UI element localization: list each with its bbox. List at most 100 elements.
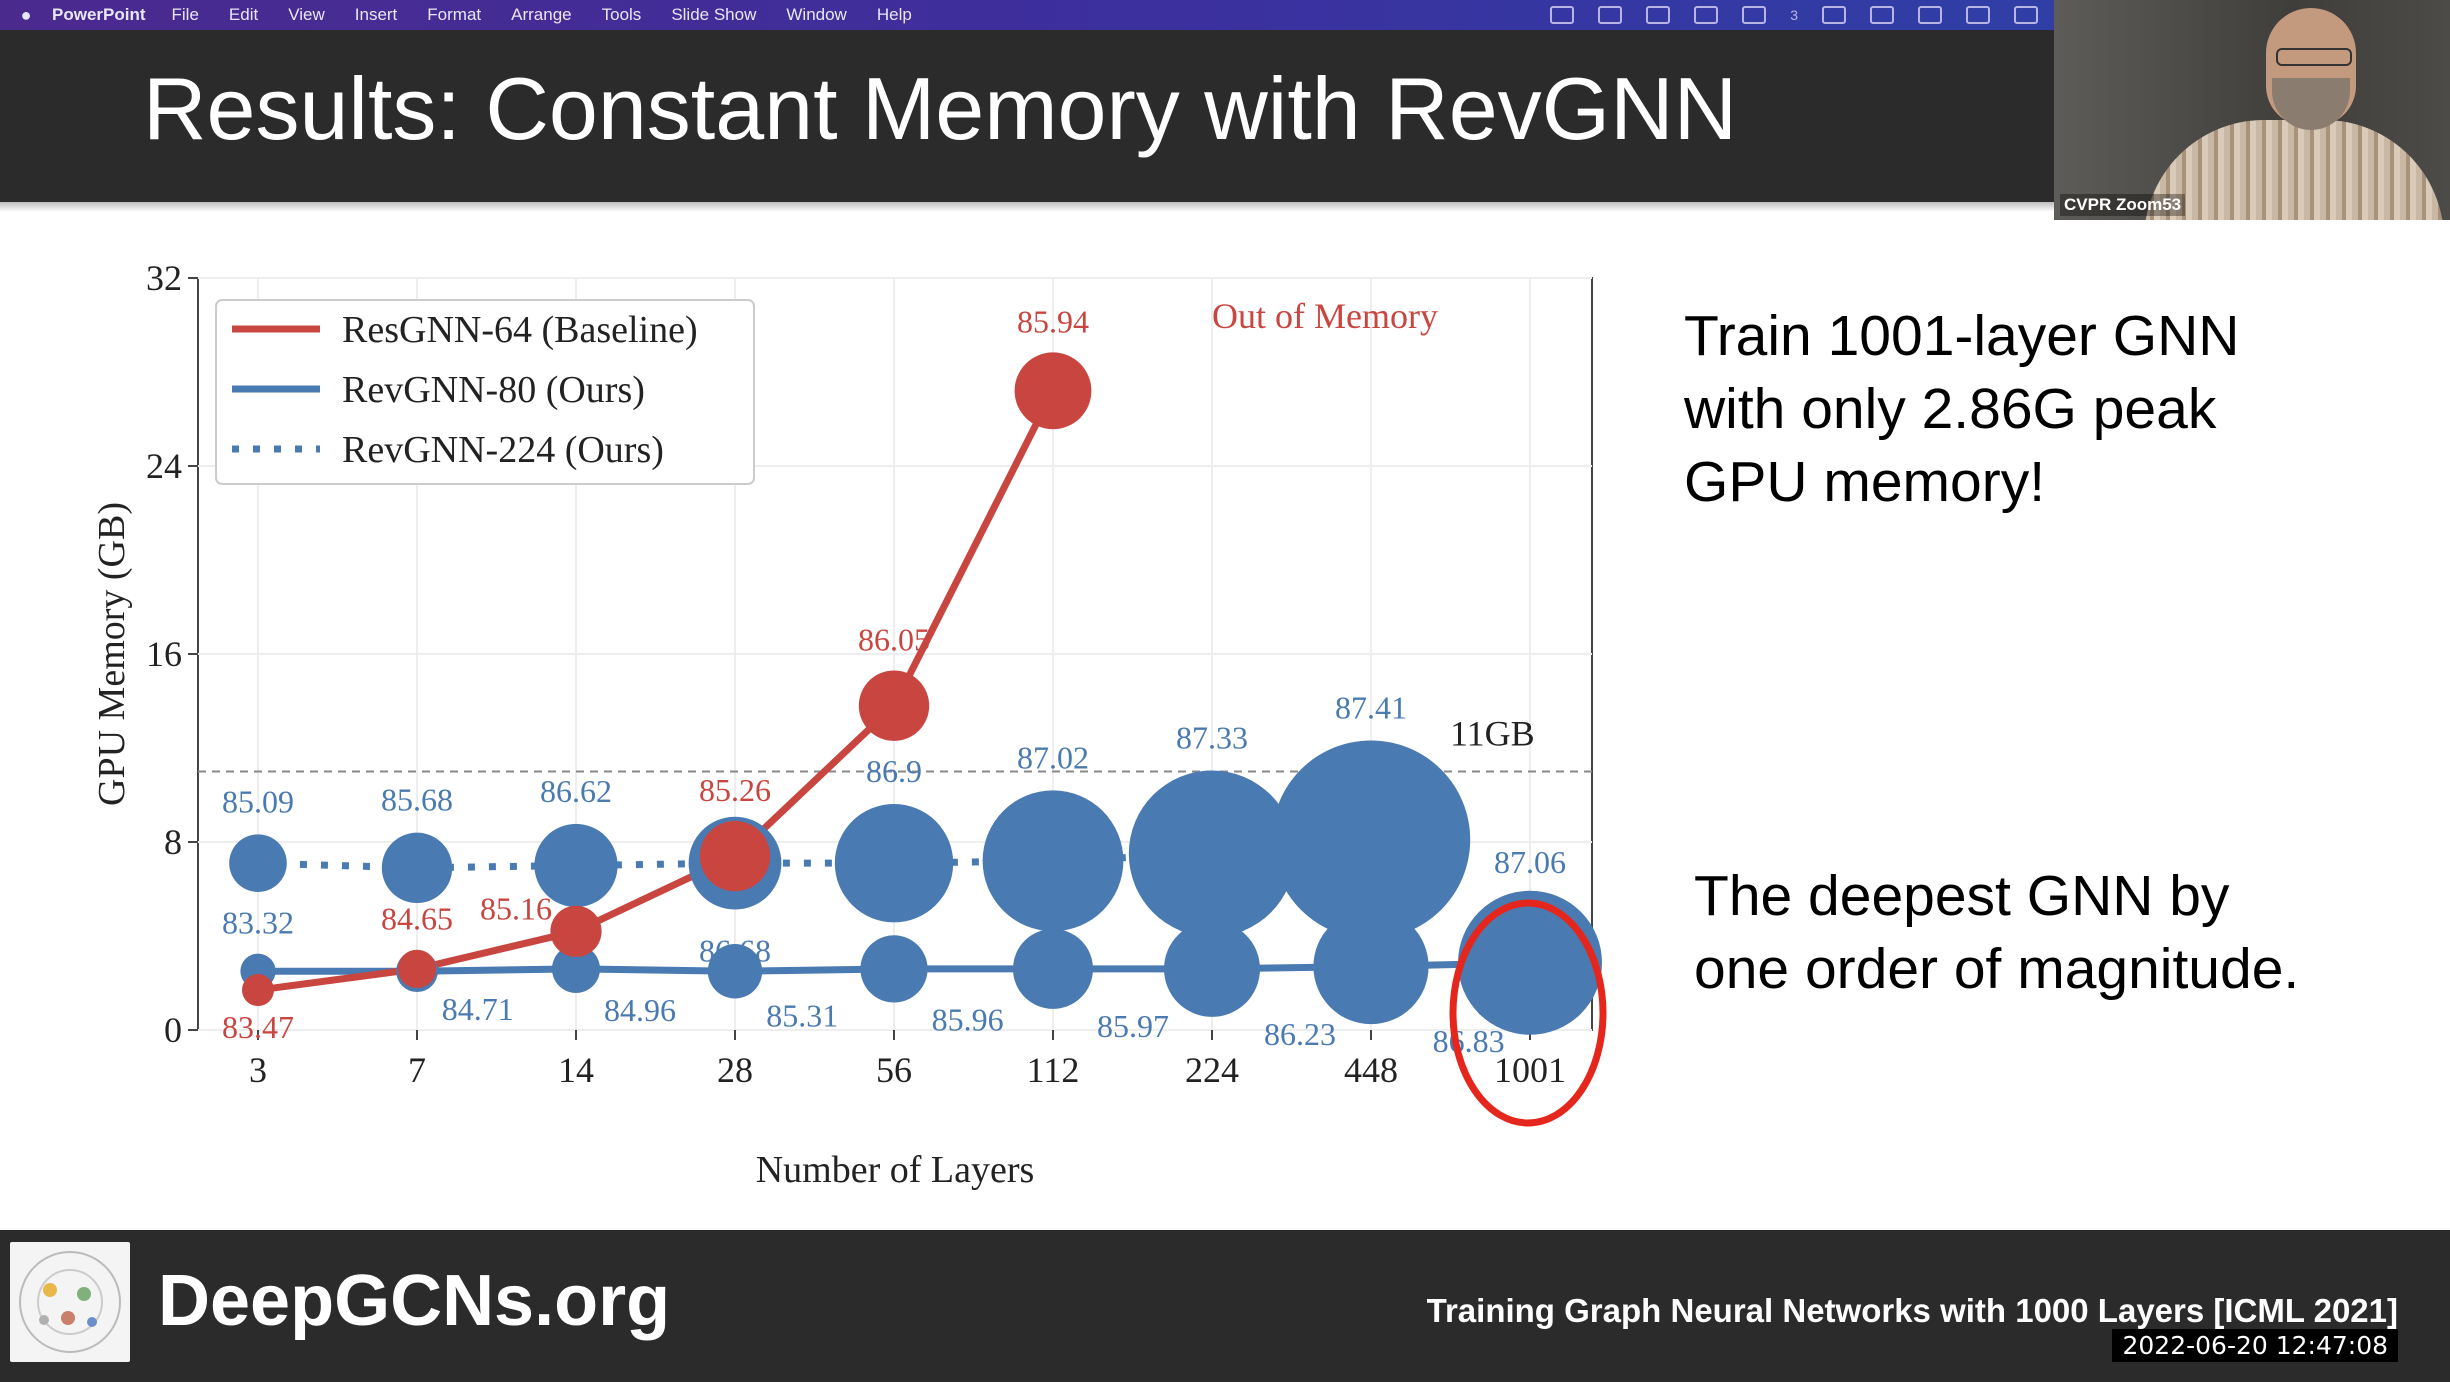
bubble-1-3	[707, 944, 763, 999]
slide-title: Results: Constant Memory with RevGNN	[143, 59, 1738, 158]
accuracy-label-0-5: 85.94	[1017, 303, 1089, 339]
accuracy-label-1-7: 86.83	[1433, 1023, 1505, 1059]
menu-app-name[interactable]: PowerPoint	[52, 5, 146, 24]
accuracy-label-1-3: 85.31	[766, 997, 838, 1033]
claim-1-line-2: with only 2.86G peak	[1684, 377, 2217, 441]
deepgcns-logo-icon	[10, 1242, 130, 1362]
zoom-video-tile[interactable]: CVPR Zoom53	[2054, 0, 2450, 220]
bubble-0-2	[550, 905, 602, 957]
claim-text-2: The deepest GNN by one order of magnitud…	[1694, 860, 2299, 1006]
bubble-1-7	[1313, 908, 1429, 1025]
bubble-1-4	[860, 935, 928, 1003]
accuracy-label-2-6: 87.33	[1176, 720, 1248, 756]
x-axis-ticks: 3 7 14 28 56 112 224 448 1001	[249, 1030, 1566, 1090]
accuracy-label-1-2: 84.96	[604, 992, 676, 1028]
menu-item-format[interactable]: Format	[427, 5, 482, 24]
accuracy-label-0-2: 85.16	[480, 890, 552, 926]
memory-chart: 11GB Out of Memory 0 8 16 24 32 3 7 14 28 56 112 2…	[91, 258, 1607, 1191]
claim-2-line-2: one order of magnitude.	[1694, 937, 2300, 1001]
x-tick-label: 7	[408, 1050, 426, 1090]
claim-1-line-1: Train 1001-layer GNN	[1684, 304, 2240, 368]
y-tick-label: 24	[146, 446, 182, 486]
claim-2-line-1: The deepest GNN by	[1694, 864, 2230, 928]
accuracy-label-2-1: 85.68	[381, 782, 453, 818]
menu-item-view[interactable]: View	[288, 5, 325, 24]
apple-logo-icon[interactable]: ●	[20, 4, 32, 25]
y-axis-ticks: 0 8 16 24 32	[146, 258, 198, 1050]
bubble-0-0	[242, 974, 274, 1007]
series-line-0	[257, 389, 1057, 994]
y-tick-label: 16	[146, 634, 182, 674]
bubble-2-0	[229, 834, 287, 892]
bubble-1-8	[1458, 890, 1602, 1035]
status-icon-1[interactable]	[1550, 6, 1575, 24]
accuracy-label-2-4: 86.9	[866, 753, 922, 789]
series-bubbles	[229, 352, 1602, 1035]
display-icon[interactable]	[1918, 6, 1942, 24]
slide-footer: DeepGCNs.org Training Graph Neural Netwo…	[0, 1230, 2450, 1382]
mac-menu-bar: ● PowerPoint File Edit View Insert Forma…	[0, 0, 2054, 30]
notification-count: 3	[1790, 7, 1798, 23]
accuracy-label-2-0: 85.09	[222, 783, 294, 819]
x-tick-label: 112	[1027, 1050, 1080, 1090]
menu-item-file[interactable]: File	[171, 5, 199, 24]
bubble-2-4	[834, 803, 954, 923]
battery-icon[interactable]	[2014, 6, 2038, 24]
claim-1-line-3: GPU memory!	[1684, 450, 2046, 514]
y-tick-label: 0	[164, 1010, 182, 1050]
accuracy-label-0-3: 85.26	[699, 772, 771, 808]
logo-graph-icon	[19, 1251, 121, 1353]
menu-item-insert[interactable]: Insert	[354, 5, 398, 24]
x-tick-label: 224	[1185, 1050, 1239, 1090]
status-icon-4[interactable]	[1694, 6, 1719, 24]
title-shadow	[0, 202, 2450, 212]
bubble-0-1	[397, 949, 437, 989]
y-axis-label: GPU Memory (GB)	[91, 502, 133, 806]
bluetooth-icon[interactable]	[1966, 6, 1990, 24]
menu-status-icons: 3	[1550, 0, 2038, 30]
bubble-1-2	[552, 944, 600, 993]
accuracy-label-0-0: 83.47	[222, 1009, 294, 1045]
memory-limit-label: 11GB	[1450, 714, 1535, 754]
menu-item-arrange[interactable]: Arrange	[511, 5, 572, 24]
chat-icon[interactable]	[1742, 6, 1767, 24]
bubble-1-5	[1013, 928, 1093, 1009]
menu-item-edit[interactable]: Edit	[228, 5, 259, 24]
slide-title-bar: Results: Constant Memory with RevGNN	[0, 30, 2054, 202]
bubble-2-2	[534, 823, 618, 908]
legend-label-revgnn-224: RevGNN-224 (Ours)	[342, 429, 664, 471]
x-axis-label: Number of Layers	[756, 1149, 1035, 1191]
status-icon-3[interactable]	[1646, 6, 1671, 24]
claim-text-1: Train 1001-layer GNN with only 2.86G pea…	[1684, 300, 2239, 519]
recording-timestamp: 2022-06-20 12:47:08	[2112, 1329, 2398, 1362]
menu-item-help[interactable]: Help	[876, 5, 912, 24]
accuracy-label-1-6: 86.23	[1264, 1016, 1336, 1052]
x-tick-label: 448	[1344, 1050, 1398, 1090]
accuracy-label-2-2: 86.62	[540, 773, 612, 809]
menu-item-slide-show[interactable]: Slide Show	[671, 5, 757, 24]
accuracy-label-1-0: 83.32	[222, 905, 294, 941]
x-tick-label: 28	[717, 1050, 753, 1090]
bubble-0-3	[699, 820, 771, 892]
bubble-0-4	[858, 670, 930, 741]
shield-icon[interactable]	[1822, 6, 1846, 24]
accuracy-labels: 83.47 84.65 85.16 85.26 86.05 85.94 83.32 84.71…	[222, 303, 1566, 1059]
bubble-2-1	[381, 832, 453, 904]
menu-item-window[interactable]: Window	[786, 5, 847, 24]
menu-item-tools[interactable]: Tools	[601, 5, 642, 24]
highlight-circle	[1449, 899, 1607, 1127]
search-icon[interactable]	[1870, 6, 1894, 24]
legend-label-resgnn: ResGNN-64 (Baseline)	[342, 309, 698, 351]
participant-name: CVPR Zoom53	[2060, 194, 2186, 216]
y-tick-label: 8	[164, 822, 182, 862]
x-tick-label: 3	[249, 1050, 267, 1090]
y-tick-label: 32	[146, 258, 182, 298]
status-icon-2[interactable]	[1598, 6, 1623, 24]
accuracy-label-1-8: 87.06	[1494, 844, 1566, 880]
legend: ResGNN-64 (Baseline) RevGNN-80 (Ours) Re…	[215, 299, 755, 485]
paper-reference: Training Graph Neural Networks with 1000…	[1426, 1292, 2398, 1329]
out-of-memory-label: Out of Memory	[1212, 296, 1438, 336]
accuracy-label-0-4: 86.05	[858, 622, 930, 658]
bubble-0-5	[1014, 352, 1092, 430]
x-tick-label: 1001	[1494, 1050, 1566, 1090]
